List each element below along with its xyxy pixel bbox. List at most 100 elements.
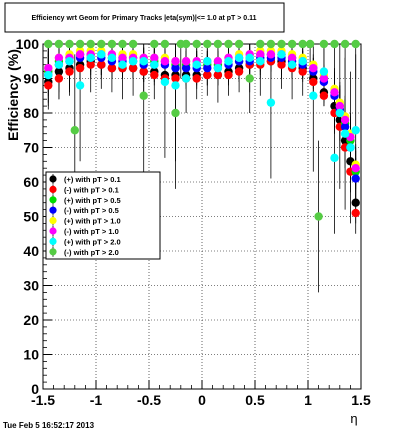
legend-marker (49, 237, 57, 245)
data-point (70, 126, 80, 135)
data-point (54, 67, 64, 76)
y-tick-label: 90 (23, 71, 39, 87)
data-point (224, 70, 233, 80)
x-tick-label: 0.5 (245, 392, 265, 408)
legend-marker (49, 227, 57, 235)
data-point (139, 67, 148, 76)
data-point (287, 39, 297, 49)
data-marks (44, 39, 360, 293)
data-point (266, 50, 276, 59)
data-point (160, 39, 170, 49)
data-point (287, 60, 297, 69)
data-point (75, 81, 85, 90)
data-point (86, 39, 95, 49)
data-point (97, 39, 106, 49)
data-point (213, 70, 223, 80)
legend-label: (-) with pT > 0.5 (64, 206, 119, 215)
data-point (75, 50, 85, 59)
y-tick-label: 0 (31, 381, 39, 397)
data-point (139, 91, 148, 100)
data-point (224, 57, 233, 66)
timestamp: Tue Feb 5 16:52:17 2013 (3, 421, 95, 430)
data-point (340, 39, 350, 49)
legend: (+) with pT > 0.1(-) with pT > 0.1 (+) wi… (45, 171, 161, 260)
data-point (118, 60, 127, 69)
data-point (118, 39, 127, 49)
x-tick-label: -1.5 (31, 392, 55, 408)
data-point (44, 70, 53, 80)
data-point (203, 39, 212, 49)
data-point (319, 67, 329, 76)
data-point (171, 63, 180, 73)
legend-marker (49, 206, 57, 214)
data-point (340, 122, 350, 131)
y-tick-label: 40 (23, 243, 39, 259)
data-point (234, 53, 244, 62)
data-point (346, 143, 355, 152)
data-point (330, 88, 339, 97)
data-point (44, 81, 53, 90)
data-point (75, 63, 85, 73)
legend-label: (+) with pT > 0.1 (64, 175, 121, 184)
data-point (192, 39, 201, 49)
y-tick-label: 50 (23, 209, 39, 225)
data-point (44, 39, 53, 49)
data-point (181, 39, 191, 49)
data-point (266, 98, 276, 107)
data-point (245, 53, 254, 62)
data-point (139, 57, 148, 66)
data-point (203, 63, 212, 73)
data-point (319, 39, 329, 49)
legend-marker (49, 185, 57, 193)
axes: -1.5 -1 -0.5 0 0.5 1 1.5 0 10 20 30 40 50 60 70 80 90 100 (16, 36, 371, 408)
y-tick-label: 80 (23, 105, 39, 121)
data-point (65, 39, 74, 49)
x-tick-label: 1.5 (351, 392, 371, 408)
data-point (335, 108, 344, 118)
y-axis-title: Efficiency (%) (5, 49, 21, 141)
data-point (171, 57, 180, 66)
data-point (107, 53, 117, 62)
data-point (54, 53, 64, 62)
data-point (234, 39, 244, 49)
data-point (128, 63, 138, 73)
data-point (181, 63, 191, 73)
legend-label: (-) with pT > 2.0 (64, 248, 119, 257)
chart-title: Efficiency wrt Geom for Primary Tracks |… (31, 15, 256, 22)
data-point (97, 50, 106, 59)
legend-marker (49, 196, 57, 204)
x-tick-label: -1 (90, 392, 103, 408)
data-point (171, 74, 180, 83)
data-point (330, 39, 339, 49)
y-tick-label: 30 (23, 278, 39, 294)
data-point (245, 74, 254, 83)
data-point (224, 39, 233, 49)
data-point (298, 57, 307, 66)
title-box (4, 2, 285, 33)
data-point (171, 81, 180, 90)
data-point (107, 63, 117, 73)
data-point (65, 67, 74, 76)
data-point (351, 198, 360, 207)
x-axis-title: η (350, 411, 357, 426)
data-point (351, 126, 360, 135)
data-point (340, 115, 350, 125)
data-point (54, 39, 64, 49)
data-point (150, 70, 159, 80)
data-point (213, 39, 223, 49)
data-point (160, 57, 170, 66)
data-point (340, 129, 350, 138)
data-point (192, 60, 201, 69)
legend-label: (-) with pT > 0.1 (64, 185, 119, 194)
data-point (234, 67, 244, 76)
legend-marker (49, 217, 57, 225)
y-tick-label: 60 (23, 174, 39, 190)
data-point (54, 74, 64, 83)
data-point (118, 53, 127, 62)
data-point (54, 60, 64, 69)
data-point (309, 77, 318, 87)
data-point (107, 39, 117, 49)
data-point (256, 50, 265, 59)
data-point (44, 63, 53, 73)
